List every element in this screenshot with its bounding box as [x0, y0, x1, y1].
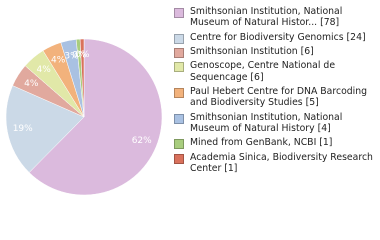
legend-swatch	[174, 87, 184, 98]
pie-slice	[79, 38, 85, 118]
legend-item: Paul Hebert Centre for DNA Barcoding and…	[172, 86, 377, 108]
legend-label: Academia Sinica, Biodiversity Research C…	[190, 151, 373, 174]
legend-label: Mined from GenBank, NCBI [1]	[190, 137, 333, 149]
legend-label: Smithsonian Institution, National Museum…	[190, 6, 343, 29]
pie-slice	[5, 85, 85, 173]
pie-slice	[28, 38, 163, 196]
legend-label: Centre for Biodiversity Genomics [24]	[190, 31, 366, 43]
value-label: 19%	[13, 124, 33, 134]
value-label: 0%	[72, 50, 87, 60]
legend-swatch	[174, 139, 184, 150]
legend-item: Smithsonian Institution, National Museum…	[172, 112, 377, 134]
legend-swatch	[174, 33, 184, 44]
value-label: 62%	[132, 136, 152, 146]
legend-item: Academia Sinica, Biodiversity Research C…	[172, 152, 377, 174]
value-label: 4%	[36, 65, 51, 75]
legend-item: Mined from GenBank, NCBI [1]	[172, 137, 377, 150]
legend-label: Paul Hebert Centre for DNA Barcoding and…	[190, 85, 368, 109]
value-label: 4%	[51, 56, 66, 66]
legend-swatch	[174, 153, 184, 164]
legend-swatch	[174, 8, 184, 18]
legend-item: Smithsonian Institution, National Museum…	[172, 6, 377, 28]
legend-label: Smithsonian Institution, National Museum…	[190, 111, 343, 134]
legend-swatch	[174, 47, 184, 58]
legend-swatch	[174, 113, 184, 124]
legend-item: Smithsonian Institution [6]	[172, 45, 377, 58]
legend-swatch	[174, 62, 184, 73]
pie: 62%19%4%4%4% 3%0%0%	[5, 38, 163, 196]
legend-item: Genoscope, Centre National de Sequencage…	[172, 60, 377, 83]
value-label: 0%	[75, 50, 90, 60]
legend-label: Genoscope, Centre National de Sequencage…	[190, 60, 336, 83]
value-label: 4%	[24, 79, 39, 89]
legend-item: Centre for Biodiversity Genomics [24]	[172, 31, 377, 44]
value-label: 3%	[64, 51, 79, 61]
legend-label: Smithsonian Institution [6]	[190, 45, 314, 57]
legend: Smithsonian Institution, National Museum…	[172, 6, 377, 177]
